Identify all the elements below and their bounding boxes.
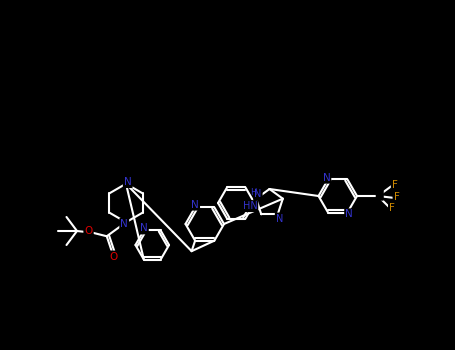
- Text: O: O: [85, 226, 93, 236]
- Text: N: N: [323, 173, 330, 183]
- Text: O: O: [110, 252, 118, 261]
- Text: N: N: [254, 189, 262, 200]
- Text: H: H: [250, 188, 257, 197]
- Text: N: N: [191, 199, 199, 210]
- Text: F: F: [392, 181, 398, 190]
- Text: C: C: [377, 191, 383, 200]
- Text: F: F: [389, 203, 395, 213]
- Text: N: N: [345, 209, 353, 219]
- Text: F: F: [394, 192, 399, 202]
- Text: N: N: [276, 214, 283, 224]
- Text: N: N: [121, 219, 128, 229]
- Text: N: N: [140, 223, 148, 233]
- Text: HN: HN: [243, 201, 257, 211]
- Text: N: N: [124, 177, 131, 187]
